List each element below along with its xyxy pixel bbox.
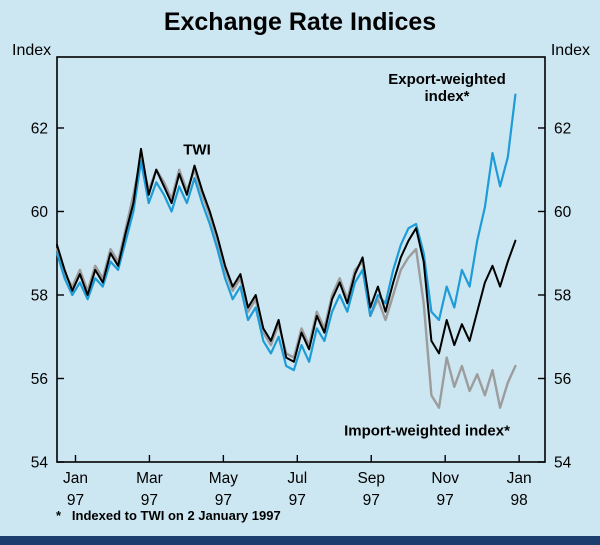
- series-line-export-weighted-index: [55, 93, 517, 372]
- y-tick-label-right: 58: [554, 287, 571, 304]
- x-tick-label-month: Mar: [136, 470, 163, 487]
- footnote: * Indexed to TWI on 2 January 1997: [56, 508, 281, 523]
- x-tick-label-year: 97: [67, 492, 84, 509]
- y-tick-label-right: 60: [554, 204, 572, 221]
- series-label-export-line1: Export-weighted: [388, 71, 506, 88]
- x-tick-label-year: 97: [289, 492, 306, 509]
- x-tick-label-month: Jul: [287, 470, 307, 487]
- x-tick-label-month: Jan: [63, 470, 88, 487]
- x-tick-label-year: 98: [510, 492, 527, 509]
- x-tick-label-month: May: [209, 470, 239, 487]
- x-tick-label-month: Jan: [507, 470, 532, 487]
- y-tick-label-right: 56: [554, 371, 571, 388]
- x-tick-label-year: 97: [437, 492, 454, 509]
- y-tick-label-left: 60: [31, 204, 49, 221]
- series-label-export-line2: index*: [424, 88, 470, 105]
- series-label-export: Export-weighted index*: [388, 71, 506, 105]
- y-tick-label-right: 54: [554, 454, 572, 471]
- series-line-twi: [56, 147, 517, 363]
- y-tick-label-right: 62: [554, 120, 571, 137]
- chart-title: Exchange Rate Indices: [163, 8, 437, 36]
- series-label-twi: TWI: [183, 141, 211, 159]
- x-tick-label-year: 97: [141, 492, 158, 509]
- plot-frame: [56, 56, 546, 463]
- y-tick-label-left: 58: [31, 287, 48, 304]
- series-line-import-weighted-index: [55, 155, 517, 409]
- y-tick-label-left: 62: [31, 120, 48, 137]
- series-label-import: Import-weighted index*: [344, 422, 510, 440]
- bottom-border-bar: [0, 536, 600, 545]
- y-axis-unit-right: Index: [550, 42, 590, 59]
- y-tick-label-left: 56: [31, 371, 48, 388]
- x-tick-label-year: 97: [215, 492, 232, 509]
- x-tick-label-year: 97: [363, 492, 380, 509]
- x-tick-label-month: Sep: [357, 470, 385, 487]
- y-tick-label-left: 54: [31, 454, 49, 471]
- y-axis-unit-left: Index: [12, 42, 52, 59]
- x-tick-label-month: Nov: [431, 470, 459, 487]
